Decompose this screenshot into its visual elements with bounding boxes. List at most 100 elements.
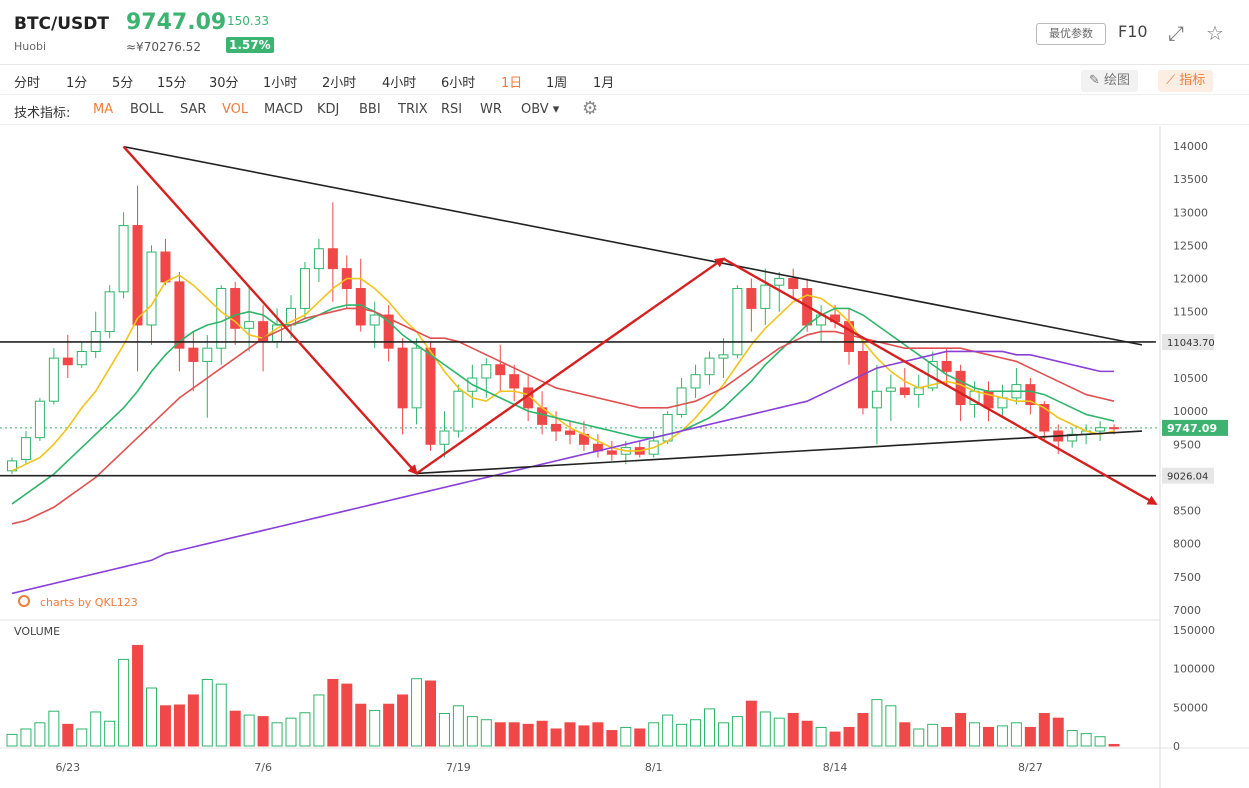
indicator-rsi[interactable]: RSI [441, 102, 463, 117]
volume-bar [132, 644, 144, 747]
timeframe-3[interactable]: 15分 [157, 76, 187, 91]
volume-bar [801, 720, 813, 747]
volume-bar [20, 728, 32, 747]
candle-body [718, 354, 729, 359]
trend-arrow [415, 257, 726, 475]
volume-bar [76, 728, 88, 747]
volume-bar [871, 699, 883, 747]
timeframe-8[interactable]: 6小时 [441, 76, 476, 91]
candle-body [76, 350, 87, 366]
volume-bar [146, 687, 157, 747]
indicator-vol[interactable]: VOL [222, 102, 249, 117]
indicator-tool-button[interactable]: ⟋ 指标 [1158, 70, 1214, 92]
indicator-kdj[interactable]: KDJ [317, 102, 340, 117]
timeframe-6[interactable]: 2小时 [322, 76, 357, 91]
ma-line-ma10 [11, 304, 1115, 505]
volume-bar [187, 694, 199, 747]
candle-body [7, 460, 17, 472]
draw-tool-button[interactable]: ✎ 绘图 [1081, 70, 1139, 92]
volume-tick-label: 100000 [1173, 663, 1215, 676]
indicator-boll[interactable]: BOLL [130, 102, 164, 117]
volume-bar [62, 723, 74, 747]
indicator-trix[interactable]: TRIX [398, 102, 428, 117]
x-tick-label: 8/27 [1018, 761, 1043, 774]
best-params-button[interactable]: 最优参数 [1036, 23, 1106, 45]
candle-body [857, 350, 868, 409]
volume-bar [271, 722, 283, 747]
ticker-header: BTC/USDT Huobi 9747.09 ≈¥70276.52 150.33… [0, 0, 1249, 65]
volume-bar [1024, 726, 1036, 747]
volume-bar [941, 726, 953, 747]
f10-button[interactable]: F10 [1118, 22, 1148, 41]
candle-body [299, 268, 310, 309]
volume-bar [773, 717, 785, 747]
star-icon[interactable]: ☆ [1206, 21, 1224, 45]
indicator-macd[interactable]: MACD [264, 102, 303, 117]
candle-body [216, 288, 227, 349]
price-label-box [1162, 467, 1214, 484]
candle-body [34, 400, 45, 439]
candle-body [774, 278, 785, 286]
timeframe-11[interactable]: 1月 [593, 76, 615, 91]
price-label-text: 9026.04 [1167, 472, 1208, 483]
y-tick-label: 8000 [1173, 538, 1201, 551]
volume-bar [1010, 722, 1022, 747]
candle-body [132, 225, 143, 326]
indicator-obv[interactable]: OBV ▾ [521, 102, 560, 117]
volume-bar [662, 714, 674, 747]
timeframe-7[interactable]: 4小时 [382, 76, 417, 91]
timeframe-1[interactable]: 1分 [66, 76, 88, 91]
price-label-text: 9747.09 [1167, 422, 1217, 435]
x-tick-label: 8/14 [823, 761, 848, 774]
volume-bar [508, 722, 520, 747]
timeframe-4[interactable]: 30分 [209, 76, 239, 91]
volume-bar [606, 730, 618, 747]
volume-bar [969, 722, 981, 747]
fullscreen-icon[interactable]: ⤢ [1168, 21, 1184, 45]
indicator-bbi[interactable]: BBI [359, 102, 381, 117]
line-chart-icon: ⟋ [1166, 73, 1176, 88]
candle-body [411, 347, 422, 409]
timeframe-5[interactable]: 1小时 [263, 76, 298, 91]
y-tick-label: 12500 [1173, 239, 1208, 252]
qkl-logo-icon [18, 595, 30, 607]
candle-body [160, 251, 171, 283]
trend-line [123, 145, 1143, 346]
candle-body [327, 248, 338, 270]
volume-bar [201, 678, 213, 747]
volume-bar [955, 713, 967, 747]
timeframe-2[interactable]: 5分 [112, 76, 134, 91]
candle-body [676, 387, 687, 415]
gear-icon[interactable]: ⚙ [582, 98, 599, 119]
volume-tick-label: 150000 [1173, 624, 1215, 637]
volume-bar [857, 713, 869, 747]
volume-bar [690, 719, 702, 747]
ma-line-ma60 [11, 350, 1115, 595]
volume-bar [899, 722, 911, 747]
timeframe-10[interactable]: 1周 [546, 76, 568, 91]
candle-body [551, 423, 562, 432]
candle-body [885, 387, 896, 392]
indicator-wr[interactable]: WR [480, 102, 502, 117]
candle-body [118, 225, 129, 293]
candle-body [871, 390, 882, 409]
candle-body [955, 370, 966, 406]
timeframe-9[interactable]: 1日 [501, 76, 523, 91]
candle-body [1025, 384, 1036, 406]
symbol-title: BTC/USDT [14, 14, 109, 34]
candle-body [690, 374, 701, 389]
volume-bar [634, 728, 646, 747]
trend-arrow [122, 145, 418, 475]
indicator-sar[interactable]: SAR [180, 102, 207, 117]
candle-body [941, 360, 952, 372]
volume-bar [397, 694, 409, 747]
y-tick-label: 7000 [1173, 604, 1201, 617]
y-tick-label: 7500 [1173, 571, 1201, 584]
volume-bar [173, 704, 185, 747]
indicator-ma[interactable]: MA [93, 102, 114, 117]
candle-body [760, 284, 771, 309]
timeframe-0[interactable]: 分时 [14, 76, 41, 91]
volume-bar [355, 703, 367, 747]
candle-body [244, 321, 255, 329]
